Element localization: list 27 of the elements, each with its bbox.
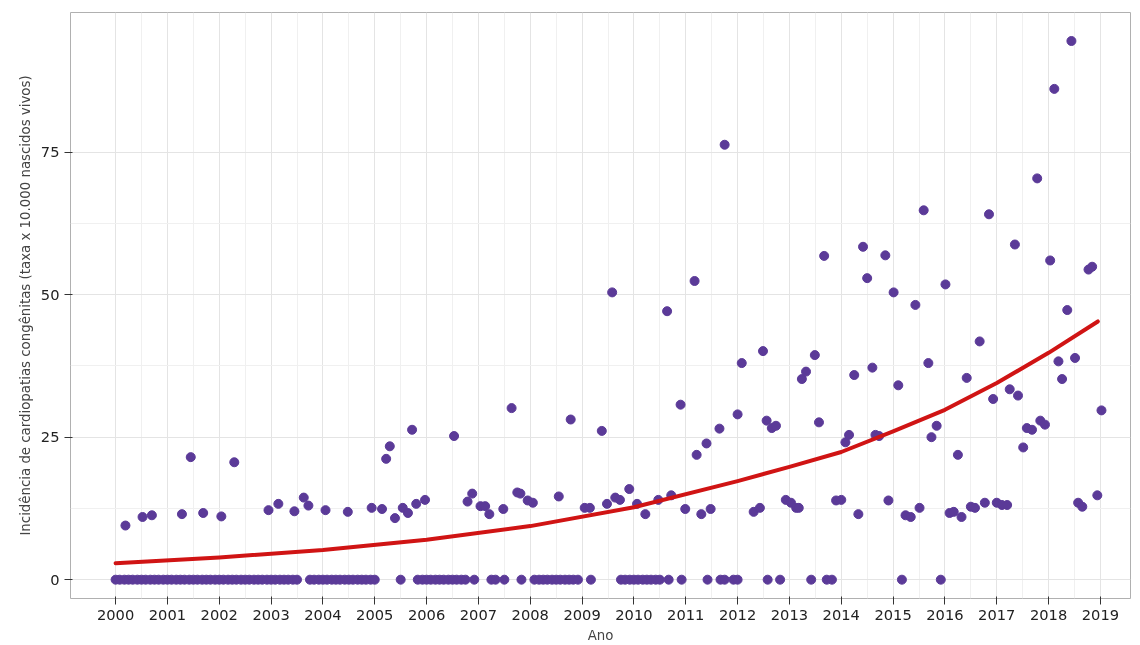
x-tick-label: 2014: [822, 605, 860, 623]
y-axis-title: Incidência de cardiopatias congênitas (taxa x 10.000 nascidos vivos): [17, 75, 33, 536]
x-tick-label: 2009: [563, 605, 601, 623]
y-tick-label: 0: [50, 570, 60, 588]
x-tick-label: 2001: [148, 605, 187, 623]
x-tick-label: 2006: [407, 605, 446, 623]
x-tick-label: 2008: [511, 605, 549, 623]
x-tick-label: 2016: [926, 605, 964, 623]
x-tick-label: 2003: [252, 605, 290, 623]
x-tick-label: 2012: [718, 605, 757, 623]
x-tick-label: 2010: [615, 605, 653, 623]
x-tick-label: 2004: [304, 605, 342, 623]
x-tick-label: 2000: [96, 605, 135, 623]
line-series: [113, 319, 1100, 566]
x-tick-label: 2007: [459, 605, 498, 623]
y-tick-label: 50: [40, 285, 60, 303]
x-axis-title: Ano: [587, 627, 614, 643]
x-tick-label: 2011: [667, 605, 705, 623]
x-tick-label: 2013: [770, 605, 809, 623]
x-tick-label: 2015: [874, 605, 912, 623]
y-tick-label: 75: [40, 143, 60, 161]
x-tick-label: 2005: [356, 605, 394, 623]
x-tick-label: 2002: [200, 605, 238, 623]
x-tick-label: 2018: [1029, 605, 1068, 623]
y-tick-label: 25: [40, 428, 60, 446]
x-tick-label: 2019: [1081, 605, 1120, 623]
x-tick-label: 2017: [978, 605, 1016, 623]
